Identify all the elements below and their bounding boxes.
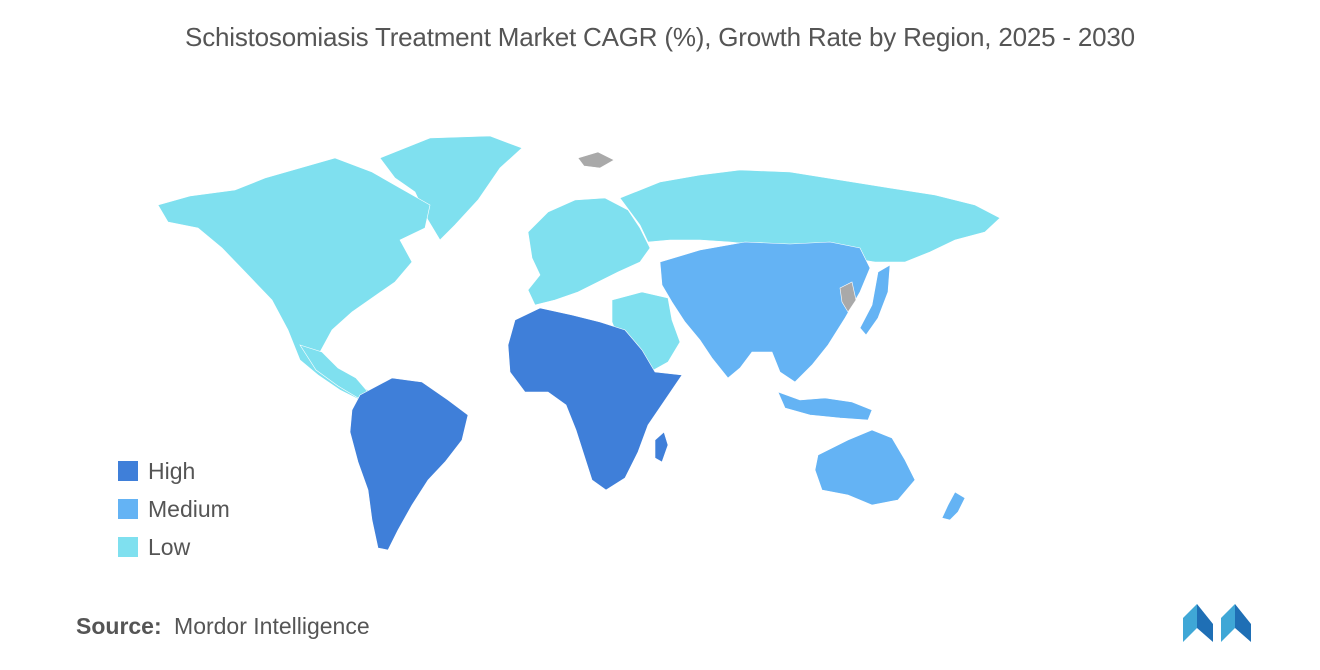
mordor-intelligence-logo-icon: [1183, 604, 1251, 642]
legend-item-low: Low: [118, 528, 230, 566]
region-new-zealand: [941, 491, 966, 521]
legend-swatch-low: [118, 537, 138, 557]
source-label: Source:: [76, 613, 162, 639]
region-europe: [527, 197, 651, 306]
legend-label: Low: [148, 533, 191, 560]
region-japan: [859, 264, 891, 336]
legend-item-medium: Medium: [118, 490, 230, 528]
legend: High Medium Low: [118, 452, 230, 566]
region-africa: [507, 307, 683, 491]
region-australia: [814, 429, 916, 506]
legend-item-high: High: [118, 452, 230, 490]
region-madagascar: [654, 431, 669, 463]
legend-swatch-high: [118, 461, 138, 481]
legend-label: High: [148, 457, 196, 484]
source-text: Mordor Intelligence: [174, 613, 370, 639]
region-southeast-asia: [777, 391, 873, 421]
region-asia: [659, 241, 871, 383]
region-russia: [619, 169, 1001, 263]
region-greenland: [379, 135, 523, 241]
region-korea: [839, 281, 857, 313]
legend-swatch-medium: [118, 499, 138, 519]
source-line: Source: Mordor Intelligence: [76, 613, 370, 640]
region-svalbard: [577, 151, 615, 169]
region-north-america: [157, 157, 431, 401]
region-south-america: [349, 377, 469, 551]
region-central-america: [299, 344, 369, 399]
legend-label: Medium: [148, 495, 230, 522]
map-title: Schistosomiasis Treatment Market CAGR (%…: [185, 22, 1135, 52]
